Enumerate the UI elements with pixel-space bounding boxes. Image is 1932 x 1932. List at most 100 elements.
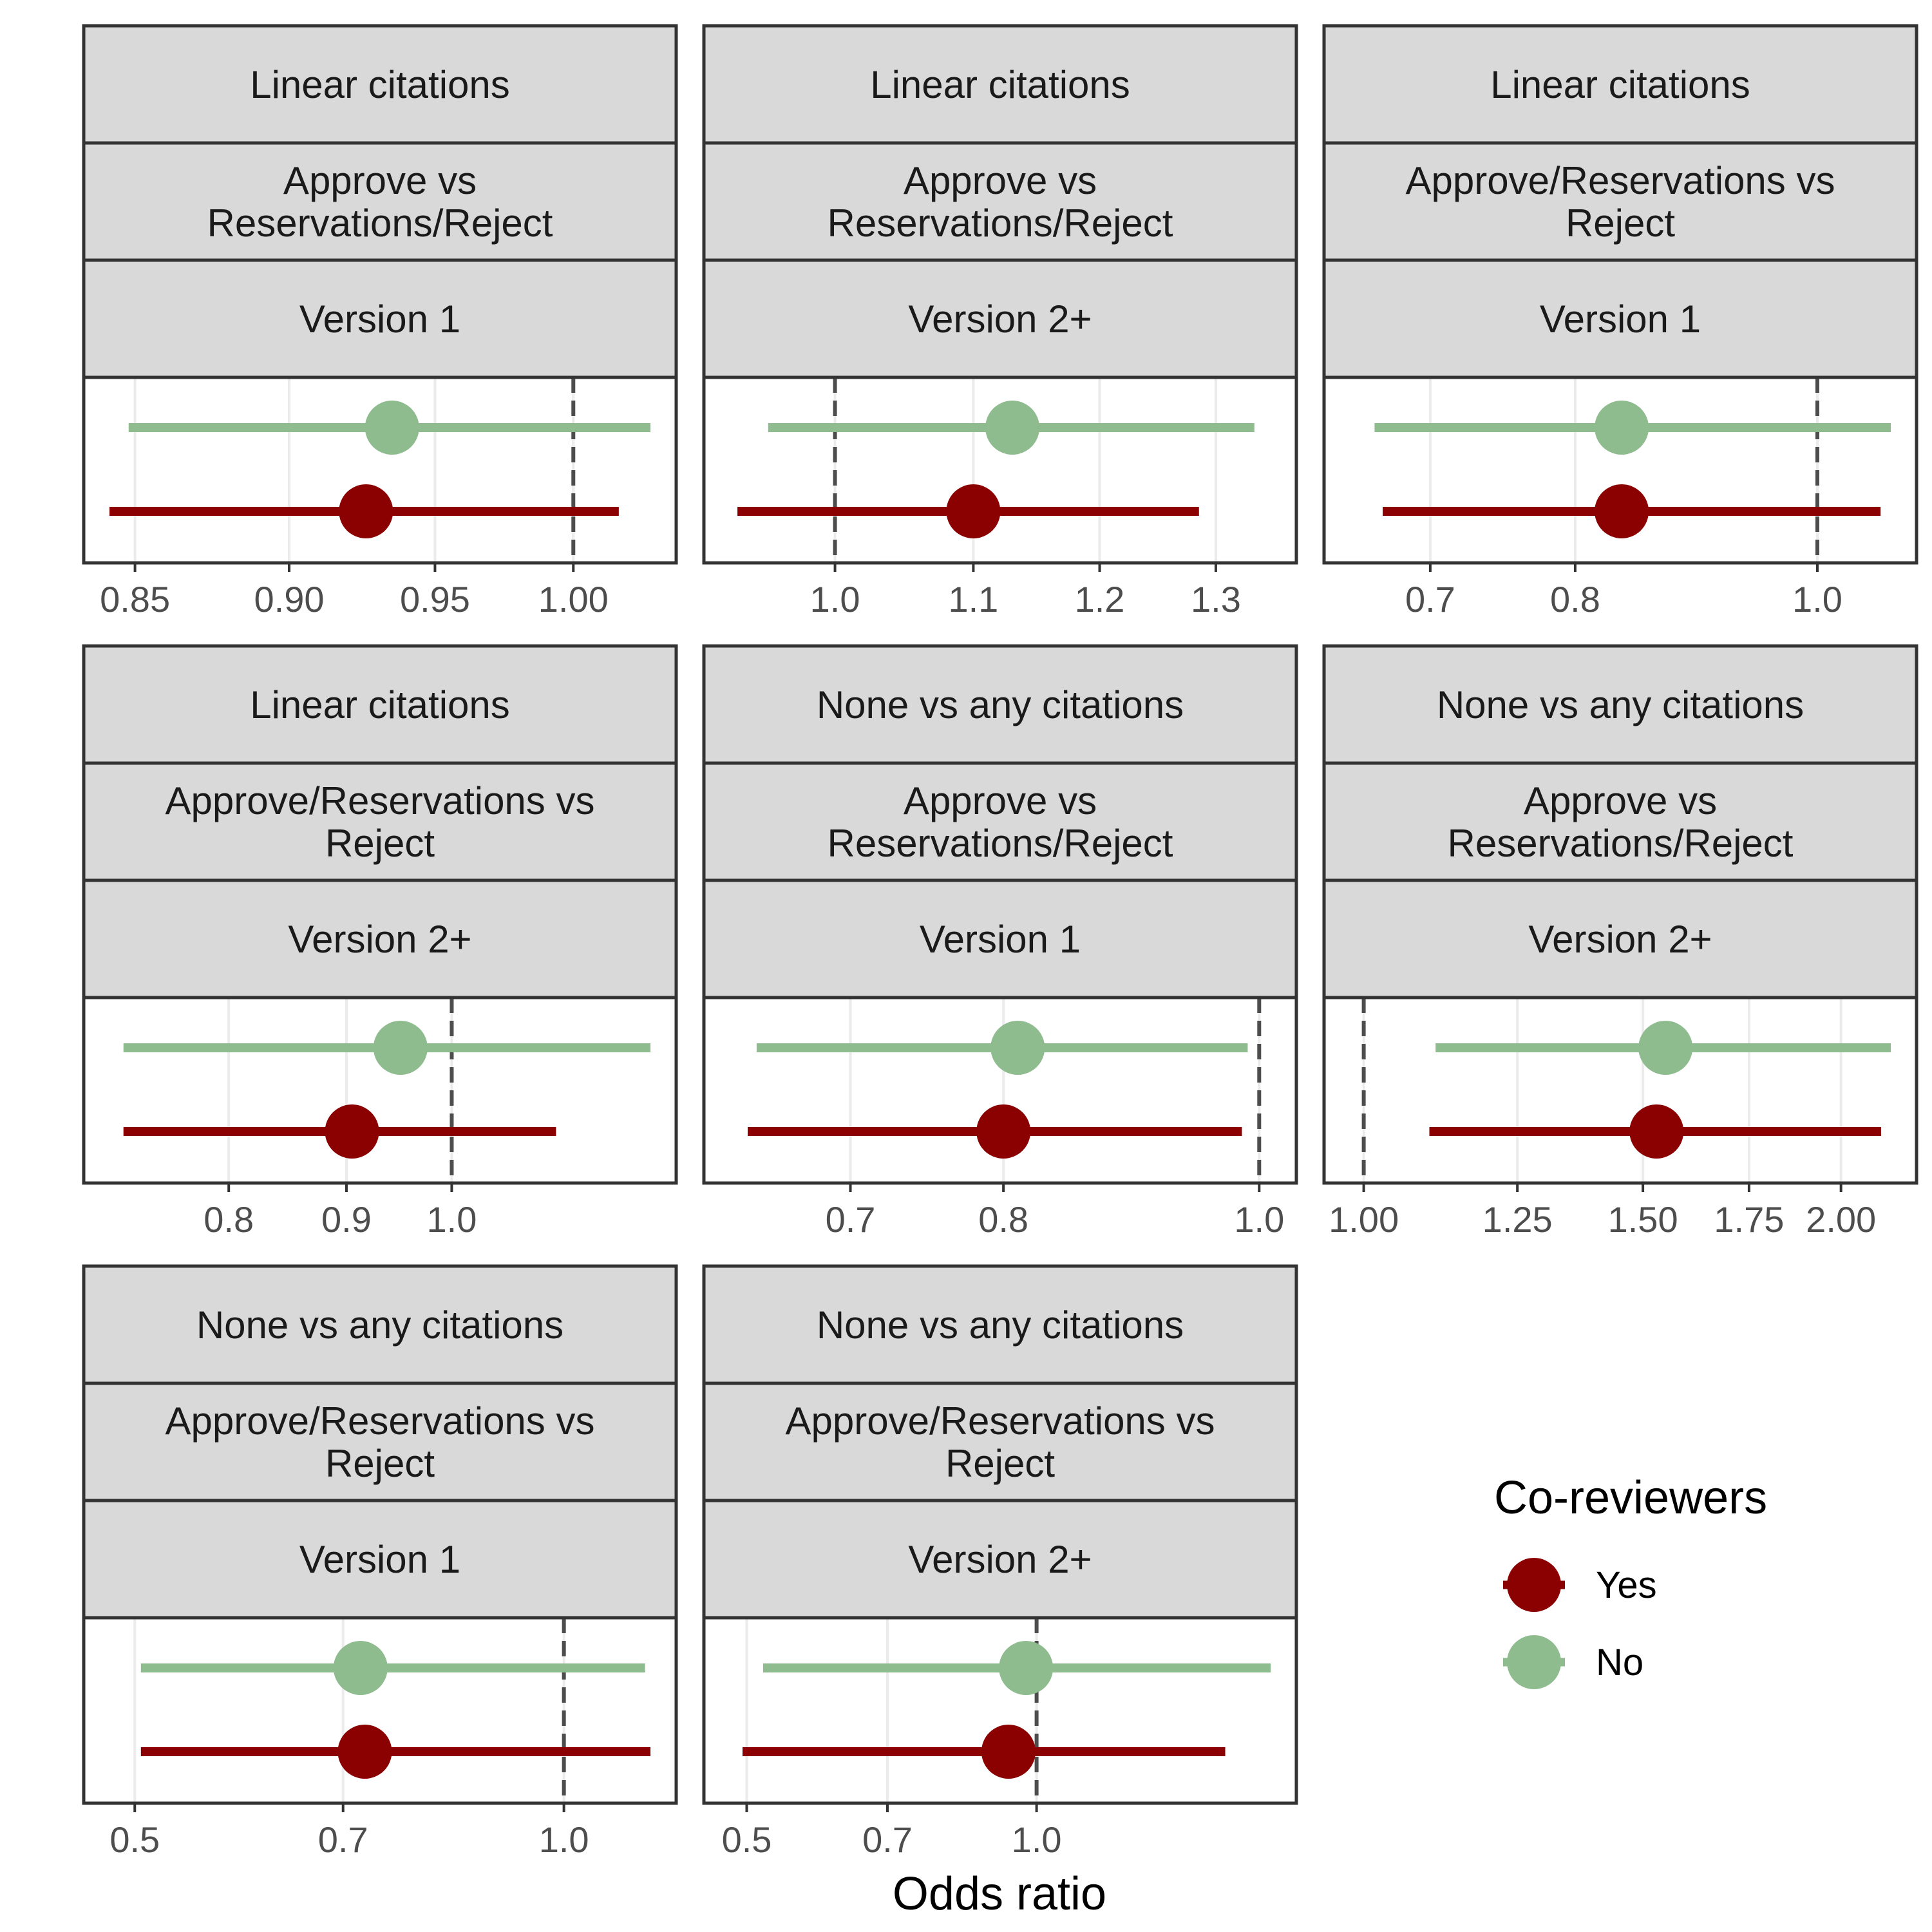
legend-key-no (1503, 1635, 1565, 1689)
tick-label: 0.8 (978, 1199, 1028, 1240)
strip-box (1322, 258, 1918, 379)
strip-label: Approve/Reservations vs (1406, 159, 1835, 202)
strip-label: Reject (1566, 202, 1675, 245)
strip-label: None vs any citations (196, 1303, 564, 1347)
tick-label: 1.0 (1234, 1199, 1284, 1240)
plot-background (84, 998, 676, 1183)
tick-label: 2.00 (1806, 1199, 1876, 1240)
strip-label: Linear citations (870, 63, 1130, 106)
legend-yes-point (1507, 1558, 1561, 1612)
strip-box (1322, 24, 1918, 145)
strip-box (702, 761, 1298, 882)
tick-label: 1.00 (1329, 1199, 1399, 1240)
tick-label: 1.0 (810, 579, 860, 620)
tick-label: 1.0 (1012, 1819, 1062, 1860)
tick-label: 0.7 (826, 1199, 876, 1240)
panel-border (1322, 996, 1918, 1185)
strip-label: Approve vs (1524, 779, 1717, 822)
panel-6: None vs any citations Approve vsReservati… (1322, 644, 1918, 1240)
legend-no-point (1507, 1635, 1561, 1689)
panel-5: None vs any citations Approve vsReservati… (702, 644, 1298, 1240)
panel-1: Linear citations Approve vsReservations/R… (82, 24, 678, 620)
strip-box (702, 1499, 1298, 1620)
panel-2: Linear citations Approve vsReservations/R… (702, 24, 1298, 620)
tick-label: 0.5 (109, 1819, 160, 1860)
strip-label: Reject (945, 1442, 1055, 1485)
tick-label: 0.5 (722, 1819, 772, 1860)
panel-border (702, 996, 1298, 1185)
tick-label: 1.0 (1792, 579, 1842, 620)
strip-box (82, 1264, 678, 1385)
tick-label: 0.7 (862, 1819, 913, 1860)
strip-box (82, 878, 678, 999)
legend-label-no: No (1596, 1642, 1643, 1683)
tick-label: 1.3 (1191, 579, 1241, 620)
tick-label: 0.7 (1405, 579, 1455, 620)
panel-border (1322, 375, 1918, 565)
panel-8: None vs any citations Approve/Reservation… (702, 1264, 1298, 1860)
legend-title: Co-reviewers (1494, 1472, 1767, 1524)
strip-box (702, 878, 1298, 999)
estimate-point-yes (976, 1104, 1031, 1159)
strip-label: Reservations/Reject (207, 202, 553, 245)
strip-box (702, 258, 1298, 379)
strip-box (82, 644, 678, 765)
tick-label: 0.8 (204, 1199, 254, 1240)
strip-label: Approve vs (904, 159, 1097, 202)
tick-label: 0.90 (254, 579, 324, 620)
strip-label: Approve vs (904, 779, 1097, 822)
estimate-point-no (373, 1021, 428, 1075)
strip-box (82, 761, 678, 882)
estimate-point-yes (1629, 1104, 1684, 1159)
panel-border (702, 375, 1298, 565)
strip-label: Version 1 (920, 918, 1081, 961)
strip-label: Approve/Reservations vs (786, 1399, 1215, 1443)
estimate-point-no (1595, 401, 1649, 455)
estimate-point-yes (1595, 484, 1649, 538)
panel-border (702, 1616, 1298, 1805)
strip-label: None vs any citations (817, 683, 1184, 726)
panel-7: None vs any citations Approve/Reservation… (82, 1264, 678, 1860)
strip-label: Approve vs (283, 159, 477, 202)
tick-label: 0.9 (321, 1199, 372, 1240)
strip-label: None vs any citations (817, 1303, 1184, 1347)
estimate-point-no (365, 401, 419, 455)
strip-box (702, 24, 1298, 145)
tick-label: 1.1 (948, 579, 998, 620)
panel-3: Linear citations Approve/Reservations vsR… (1322, 24, 1918, 620)
estimate-point-no (1638, 1021, 1693, 1075)
x-axis-title: Odds ratio (893, 1868, 1106, 1920)
strip-label: Reject (325, 822, 435, 865)
tick-label: 1.0 (539, 1819, 589, 1860)
panel-border (82, 996, 678, 1185)
strip-label: Version 2+ (288, 918, 471, 961)
estimate-point-yes (339, 484, 393, 538)
strip-box (82, 24, 678, 145)
strip-label: Version 2+ (908, 1538, 1092, 1581)
estimate-point-yes (325, 1104, 379, 1159)
plot-background (1324, 998, 1917, 1183)
strip-label: Linear citations (1490, 63, 1750, 106)
panel-border (82, 1616, 678, 1805)
strip-box (1322, 644, 1918, 765)
tick-label: 0.95 (400, 579, 470, 620)
strip-label: Version 1 (1540, 298, 1701, 341)
strip-box (1322, 141, 1918, 262)
plot-background (84, 1618, 676, 1803)
strip-label: Reservations/Reject (828, 202, 1173, 245)
tick-label: 0.7 (318, 1819, 368, 1860)
strip-box (1322, 878, 1918, 999)
estimate-point-yes (981, 1725, 1036, 1779)
strip-label: Approve/Reservations vs (166, 1399, 595, 1443)
legend: Co-reviewers Yes No (1494, 1472, 1767, 1689)
strip-box (702, 141, 1298, 262)
tick-label: 1.75 (1714, 1199, 1784, 1240)
tick-label: 1.0 (427, 1199, 477, 1240)
strip-label: Approve/Reservations vs (166, 779, 595, 822)
strip-box (702, 1264, 1298, 1385)
strip-box (1322, 761, 1918, 882)
estimate-point-no (985, 401, 1040, 455)
strip-box (702, 1381, 1298, 1502)
